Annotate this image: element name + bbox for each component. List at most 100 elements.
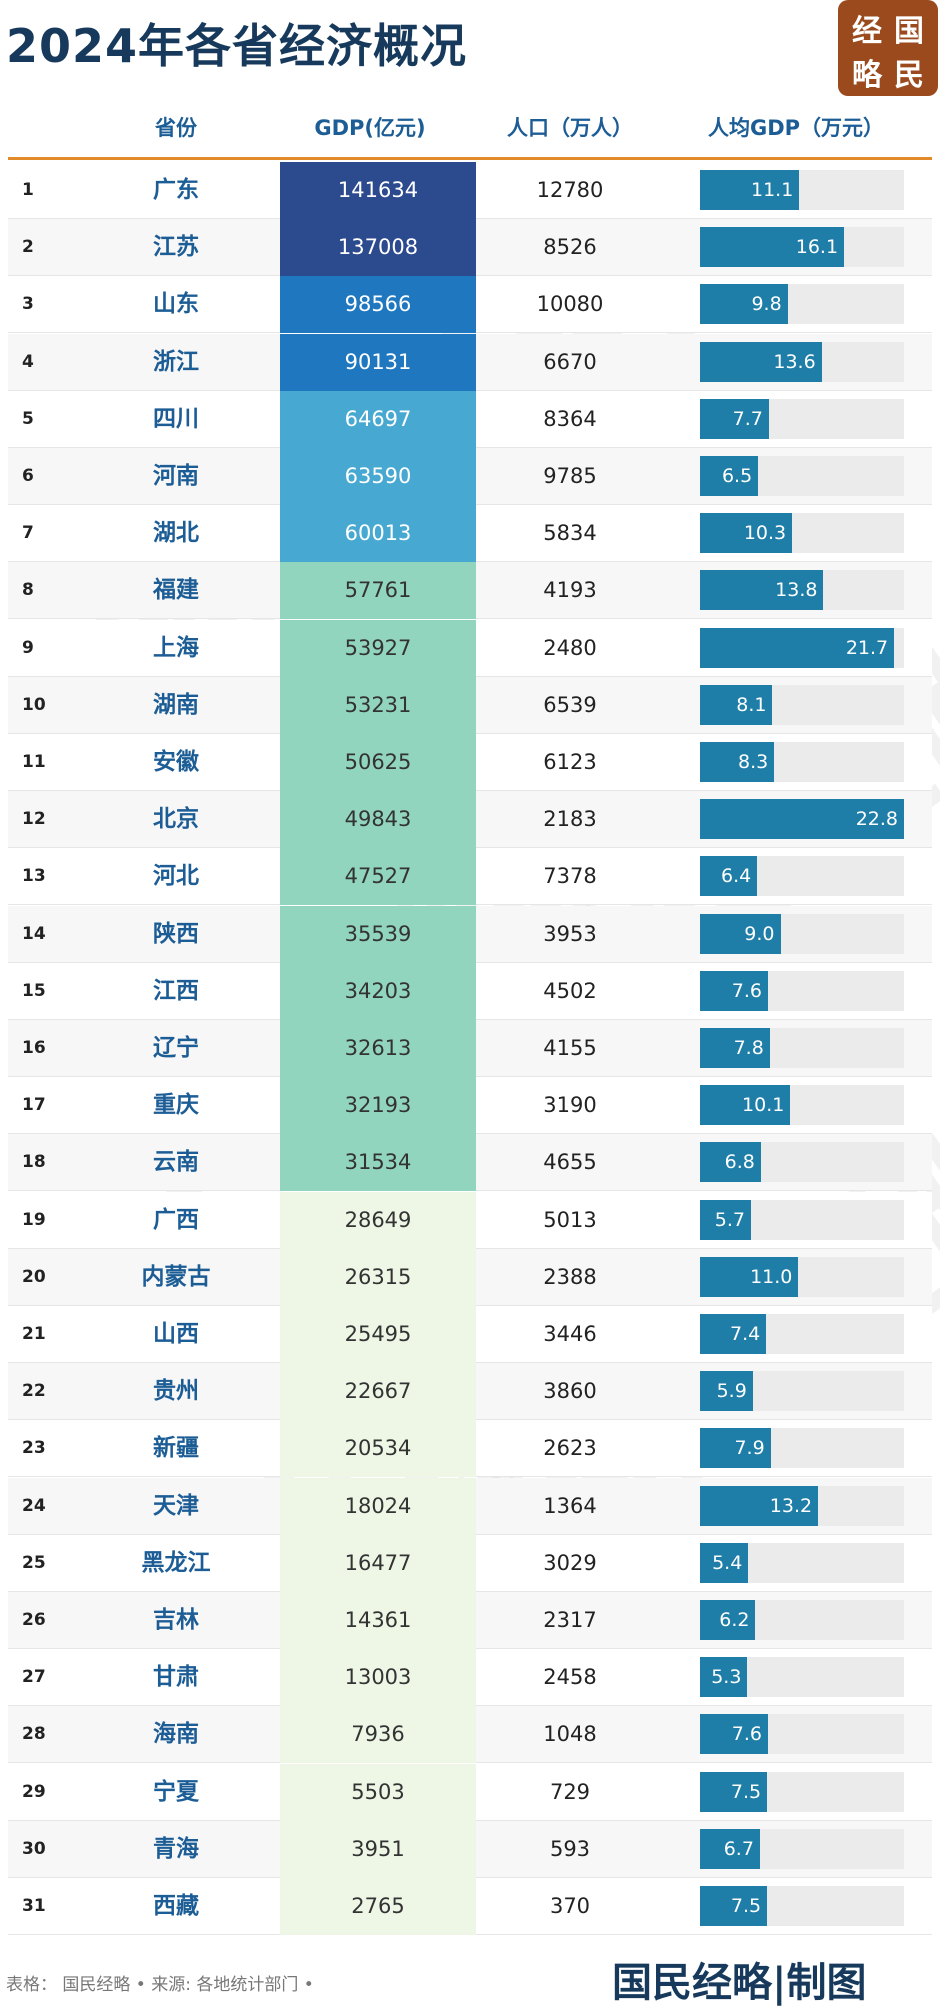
- population: 2388: [543, 1264, 597, 1289]
- rank: 11: [22, 752, 46, 772]
- logo-char: 经: [852, 14, 882, 49]
- province: 新疆: [153, 1435, 199, 1462]
- table-row: 1 广东 141634 12780 11.1: [8, 162, 932, 219]
- gdp-cell-bg: [280, 276, 476, 334]
- table-row: 14 陕西 35539 3953 9.0: [8, 905, 932, 963]
- gdp: 22667: [344, 1379, 412, 1404]
- rank: 21: [22, 1324, 46, 1344]
- per-capita-label: 7.6: [731, 979, 762, 1002]
- per-capita-label: 13.8: [775, 579, 818, 602]
- per-capita-bar: [700, 1142, 761, 1183]
- population: 2480: [543, 635, 597, 660]
- gdp: 90131: [344, 349, 412, 374]
- table-row: 23 新疆 20534 2623 7.9: [8, 1420, 932, 1478]
- gdp: 31534: [344, 1150, 412, 1175]
- footer-source: 表格： 国民经略 • 来源: 各地统计部门 •: [6, 1975, 314, 1995]
- gdp-cell-bg: [280, 333, 476, 391]
- rank: 25: [22, 1552, 46, 1573]
- gdp-cell-bg: [280, 791, 476, 849]
- per-capita-label: 11.1: [751, 179, 794, 201]
- population: 8526: [543, 235, 597, 260]
- population: 3446: [543, 1322, 597, 1346]
- per-capita-label: 7.6: [731, 1723, 762, 1746]
- per-capita-label: 13.2: [769, 1494, 813, 1517]
- footer-credit: 国民经略|制图: [612, 1959, 867, 2006]
- province: 广西: [153, 1206, 199, 1233]
- per-capita-label: 11.0: [750, 1265, 793, 1288]
- province: 江苏: [153, 234, 199, 261]
- table-row: 7 湖北 60013 5834 10.3: [8, 505, 932, 563]
- column-header: 人口（万人）: [507, 116, 633, 140]
- per-capita-label: 6.4: [721, 865, 752, 888]
- rank: 19: [22, 1209, 46, 1230]
- per-capita-bar: [700, 227, 845, 268]
- per-capita-bar: [700, 1028, 770, 1068]
- per-capita-bar: [700, 1085, 791, 1126]
- gdp: 63590: [344, 464, 412, 488]
- rank: 16: [22, 1038, 46, 1058]
- table-row: 27 甘肃 13003 2458 5.3: [8, 1649, 932, 1707]
- per-capita-bar: [700, 170, 800, 210]
- column-header: 省份: [155, 116, 197, 140]
- province: 黑龙江: [141, 1549, 211, 1576]
- gdp: 53927: [344, 635, 412, 660]
- per-capita-label: 9.8: [751, 293, 782, 316]
- gdp-cell-bg: [280, 505, 476, 563]
- per-capita-bar: [700, 1657, 748, 1698]
- gdp: 141634: [337, 178, 419, 202]
- per-capita-bar: [700, 456, 759, 496]
- gdp-cell-bg: [280, 1077, 476, 1135]
- gdp-cell-bg: [280, 1363, 476, 1421]
- gdp: 32193: [344, 1093, 412, 1118]
- gdp: 14361: [344, 1608, 412, 1632]
- table-row: 5 四川 64697 8364 7.7: [8, 390, 932, 448]
- gdp: 34203: [344, 978, 412, 1003]
- population: 4502: [543, 978, 597, 1003]
- province: 北京: [153, 806, 199, 833]
- logo: 经 国 略 民: [838, 0, 938, 96]
- province: 山西: [153, 1321, 199, 1347]
- table-row: 13 河北 47527 7378 6.4: [8, 848, 932, 906]
- per-capita-bar: [700, 856, 758, 897]
- province: 西藏: [153, 1893, 199, 1919]
- population: 2623: [543, 1436, 597, 1461]
- population: 1048: [543, 1722, 597, 1747]
- rank: 29: [22, 1781, 46, 1802]
- per-capita-label: 6.5: [721, 465, 753, 487]
- logo-char: 国: [894, 14, 924, 49]
- province: 重庆: [153, 1092, 199, 1119]
- gdp-cell-bg: [280, 1592, 476, 1649]
- rank: 8: [22, 580, 34, 601]
- per-capita-label: 5.9: [716, 1380, 747, 1403]
- per-capita-label: 7.5: [730, 1895, 762, 1917]
- table-row: 16 辽宁 32613 4155 7.8: [8, 1020, 932, 1077]
- population: 5834: [543, 521, 597, 546]
- gdp: 57761: [344, 578, 412, 603]
- table-row: 26 吉林 14361 2317 6.2: [8, 1592, 932, 1649]
- gdp-cell-bg: [280, 848, 476, 906]
- per-capita-bar: [700, 1714, 768, 1755]
- per-capita-bar: [700, 1886, 768, 1926]
- rank: 20: [22, 1266, 46, 1287]
- rank: 17: [22, 1095, 46, 1116]
- table-row: 17 重庆 32193 3190 10.1: [8, 1077, 932, 1135]
- gdp: 5503: [351, 1779, 405, 1804]
- gdp-cell-bg: [280, 1649, 476, 1707]
- per-capita-label: 7.9: [734, 1437, 765, 1460]
- per-capita-bar: [700, 1428, 771, 1469]
- per-capita-bar: [700, 1314, 767, 1354]
- gdp: 47527: [344, 864, 412, 889]
- table-row: 3 山东 98566 10080 9.8: [8, 276, 932, 334]
- logo-char: 略: [852, 58, 882, 93]
- per-capita-label: 5.4: [712, 1551, 743, 1574]
- population: 2317: [543, 1608, 597, 1632]
- per-capita-label: 5.3: [711, 1666, 742, 1689]
- per-capita-bar: [700, 570, 824, 611]
- gdp-cell-bg: [280, 562, 476, 620]
- population: 10080: [536, 292, 604, 317]
- rank: 18: [22, 1152, 46, 1173]
- gdp: 64697: [344, 406, 412, 431]
- logo-char: 民: [894, 58, 924, 93]
- rank: 7: [22, 523, 34, 544]
- table-row: 8 福建 57761 4193 13.8: [8, 562, 932, 620]
